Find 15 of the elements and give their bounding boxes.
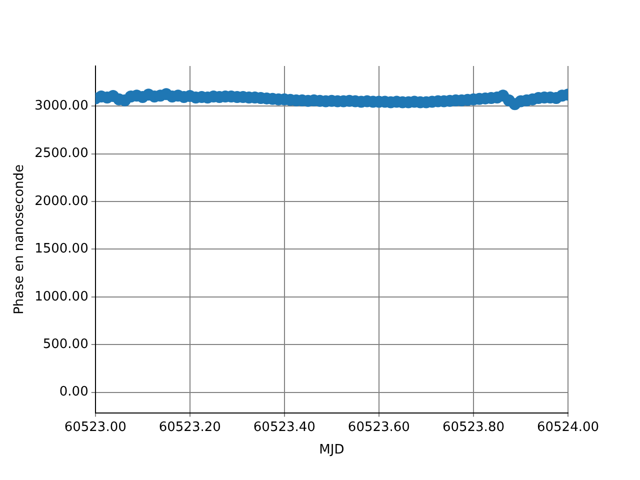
x-tick-label: 60523.60	[348, 420, 410, 435]
x-tick-label: 60524.00	[536, 420, 600, 435]
x-tick-label: 60523.40	[253, 420, 316, 435]
y-tick-label: 0.00	[59, 384, 88, 400]
y-tick-label: 2500.00	[34, 146, 88, 162]
y-axis-title: Phase en nanoseconde	[12, 164, 28, 314]
y-tick-label: 3000.00	[34, 98, 88, 114]
y-tick-label: 1000.00	[34, 289, 88, 304]
y-tick-label: 2000.00	[34, 194, 88, 209]
x-axis-title: MJD	[319, 442, 344, 458]
x-tick-label: 60523.80	[442, 420, 504, 435]
x-tick-label: 60523.20	[158, 420, 221, 435]
y-tick-label: 500.00	[42, 336, 88, 352]
x-tick-label: 60523.00	[64, 420, 126, 435]
y-tick-label: 1500.00	[34, 242, 88, 257]
